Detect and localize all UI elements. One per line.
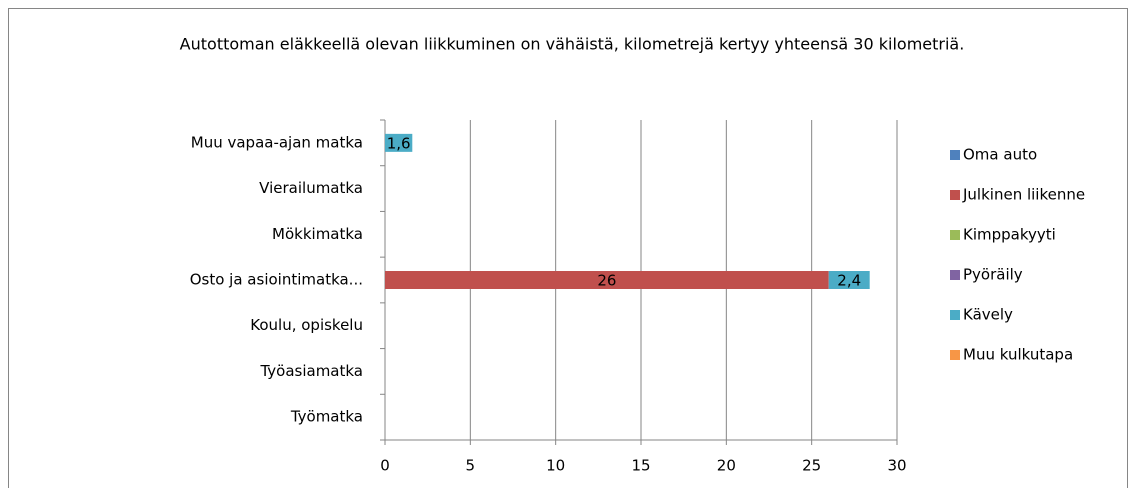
- x-tick-label: 10: [546, 457, 565, 475]
- bar: [828, 271, 870, 289]
- x-tick-label: 30: [887, 457, 906, 475]
- bar: [385, 133, 413, 152]
- legend-swatch: [950, 350, 960, 360]
- data-label: 2,4: [837, 272, 861, 290]
- legend-swatch: [950, 270, 960, 280]
- x-tick-label: 5: [466, 457, 476, 475]
- legend-label: Kävely: [963, 306, 1013, 324]
- y-tick-label: Työmatka: [290, 408, 363, 426]
- legend-label: Muu kulkutapa: [963, 346, 1073, 364]
- data-label: 1,6: [387, 134, 411, 152]
- y-tick-label: Vierailumatka: [259, 179, 363, 197]
- legend-label: Julkinen liikenne: [962, 186, 1085, 204]
- y-tick-label: Mökkimatka: [272, 225, 363, 243]
- bar: [385, 271, 829, 289]
- y-tick-label: Koulu, opiskelu: [250, 316, 363, 334]
- legend-label: Oma auto: [963, 146, 1037, 164]
- legend-label: Pyöräily: [963, 266, 1023, 284]
- x-tick-label: 0: [380, 457, 390, 475]
- chart-title: Autottoman eläkkeellä olevan liikkuminen…: [180, 35, 965, 54]
- legend-swatch: [950, 310, 960, 320]
- legend-label: Kimppakyyti: [963, 226, 1056, 244]
- x-tick-label: 25: [802, 457, 821, 475]
- data-label: 26: [597, 272, 616, 290]
- legend-swatch: [950, 150, 960, 160]
- y-tick-label: Osto ja asiointimatka...: [190, 271, 363, 289]
- chart-border: [8, 8, 1128, 488]
- y-tick-label: Työasiamatka: [259, 362, 363, 380]
- y-tick-label: Muu vapaa-ajan matka: [191, 133, 363, 151]
- x-tick-label: 20: [717, 457, 736, 475]
- x-tick-label: 15: [631, 457, 650, 475]
- legend-swatch: [950, 190, 960, 200]
- legend-swatch: [950, 230, 960, 240]
